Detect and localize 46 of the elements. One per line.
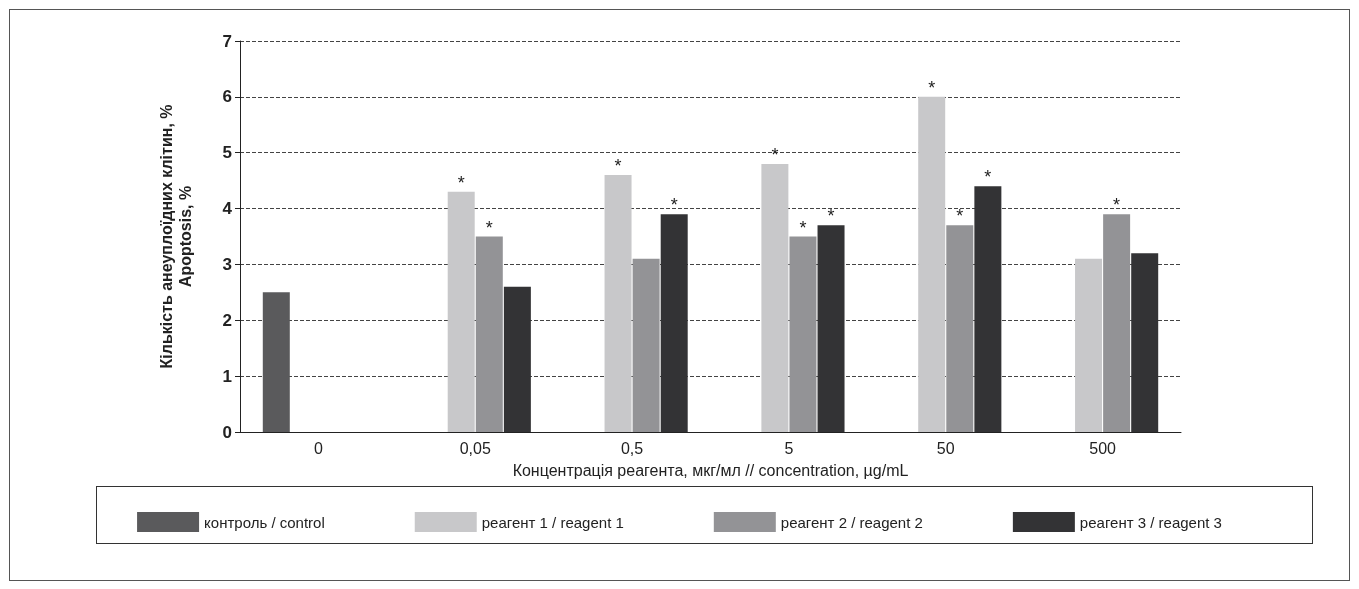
bar [660, 214, 688, 432]
data-label: * [1113, 195, 1121, 216]
y-tick-label: 6 [222, 87, 232, 107]
data-label: * [670, 195, 678, 216]
legend-label: реагент 2 / reagent 2 [780, 513, 923, 531]
bar [918, 96, 946, 432]
x-axis-title: Концентрація реагента, мкг/мл // concentration, µg/mL [512, 461, 909, 479]
y-tick-label: 5 [222, 143, 232, 163]
data-label: * [827, 206, 835, 227]
bar [789, 236, 817, 432]
bar [974, 186, 1002, 432]
bar [604, 175, 632, 432]
bar [475, 236, 503, 432]
y-tick-label: 7 [222, 31, 232, 51]
x-tick-label: 500 [1089, 439, 1117, 457]
x-tick-label: 5 [784, 439, 794, 457]
bar [632, 258, 660, 432]
data-label: * [614, 156, 622, 177]
bar [1131, 253, 1159, 432]
data-label: * [956, 206, 964, 227]
bar [447, 191, 475, 432]
data-label: * [984, 167, 992, 188]
bar [817, 225, 845, 432]
y-tick-label: 2 [222, 310, 232, 330]
data-label: * [799, 217, 807, 238]
x-tick-label: 0 [313, 439, 323, 457]
bar [946, 225, 974, 432]
legend-label: реагент 3 / reagent 3 [1079, 513, 1222, 531]
bar [1075, 258, 1103, 432]
y-tick-label: 3 [222, 254, 232, 274]
y-tick-label: 1 [222, 366, 232, 386]
y-tick-label: 0 [222, 422, 232, 442]
y-axis-title: Кількість анеуплоїдних клітин, % Apoptosis, % [158, 104, 194, 369]
bar [503, 286, 531, 432]
x-tick-label: 0,05 [459, 439, 491, 457]
bar [1103, 214, 1131, 432]
bar [761, 163, 789, 432]
data-label: * [485, 217, 493, 238]
legend-label: реагент 1 / reagent 1 [481, 513, 624, 531]
x-tick-label: 0,5 [620, 439, 644, 457]
data-label: * [457, 172, 465, 193]
legend-label: контроль / control [204, 513, 325, 531]
x-tick-label: 50 [936, 439, 955, 457]
bar [262, 292, 290, 432]
y-tick-label: 4 [222, 199, 233, 219]
data-label: * [928, 77, 936, 98]
